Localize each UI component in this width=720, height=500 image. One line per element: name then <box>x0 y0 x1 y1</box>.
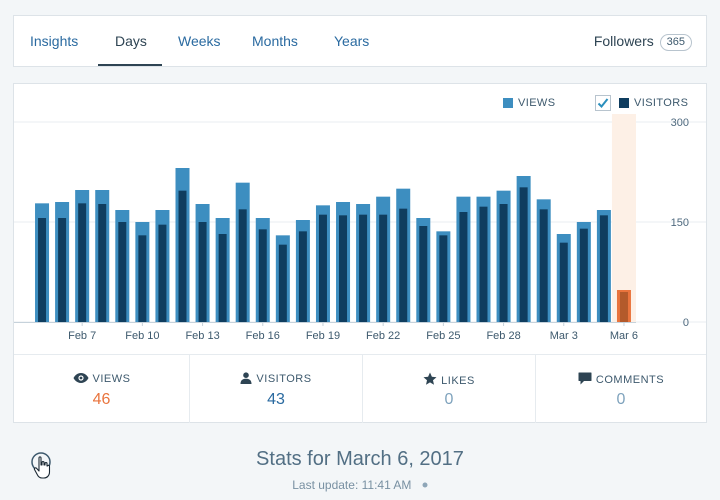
visitors-bar <box>479 206 488 322</box>
person-icon <box>240 372 252 384</box>
visitors-bar <box>339 215 348 322</box>
visitors-bar <box>318 214 327 322</box>
visitors-bar <box>559 242 568 322</box>
x-tick-label: Feb 22 <box>366 330 400 342</box>
visitors-bar <box>258 229 267 322</box>
stats-period-nav: Insights Days Weeks Months Years Followe… <box>13 15 707 67</box>
x-tick-label: Feb 19 <box>306 330 340 342</box>
visitors-bar <box>78 203 87 322</box>
followers-link[interactable]: Followers 365 <box>594 16 692 67</box>
tab-insights[interactable]: Insights <box>30 33 79 49</box>
visitors-bar <box>459 212 468 322</box>
y-tick-label: 0 <box>683 317 689 329</box>
comment-icon <box>578 372 592 385</box>
visitors-bar <box>178 190 187 322</box>
visitors-bar <box>98 204 107 322</box>
tab-months[interactable]: Months <box>252 33 298 49</box>
views-stat[interactable]: VIEWS 46 <box>14 354 189 423</box>
x-tick-label: Mar 6 <box>610 330 638 342</box>
visitors-bar <box>439 235 448 322</box>
x-tick-label: Mar 3 <box>550 330 578 342</box>
visitors-legend-label: VISITORS <box>634 97 689 109</box>
checkmark-icon <box>597 98 609 108</box>
x-tick-label: Feb 28 <box>486 330 520 342</box>
visitors-stat-value: 43 <box>267 391 285 408</box>
x-tick-label: Feb 10 <box>125 330 159 342</box>
likes-stat[interactable]: LIKES 0 <box>363 354 535 423</box>
x-tick-label: Feb 16 <box>246 330 280 342</box>
stat-divider <box>189 354 190 423</box>
x-tick-label: Feb 13 <box>185 330 219 342</box>
visitors-bar <box>198 222 207 322</box>
stat-divider <box>362 354 363 423</box>
x-tick-label: Feb 25 <box>426 330 460 342</box>
visitors-bar <box>158 224 167 322</box>
visitors-bar <box>399 208 408 322</box>
visitors-stat-label: VISITORS <box>256 373 312 385</box>
comments-stat-value: 0 <box>616 391 626 408</box>
visitors-bar <box>539 209 548 322</box>
visitors-bar <box>278 244 287 322</box>
page-title: Stats for March 6, 2017 <box>256 448 464 470</box>
views-visitors-bar-chart: 300 150 0 Feb 7 Feb 10 Feb 13 Feb 16 Feb 19 Feb … <box>14 114 706 342</box>
views-legend-label: VIEWS <box>518 97 556 109</box>
y-tick-label: 150 <box>671 217 689 229</box>
visitors-toggle-checkbox[interactable] <box>595 95 611 111</box>
likes-stat-value: 0 <box>444 391 454 408</box>
hand-pointer-cursor-icon <box>31 452 51 479</box>
visitors-bar <box>379 214 388 322</box>
visitors-bar <box>519 187 528 322</box>
visitors-bar <box>579 228 588 322</box>
visitors-bar <box>619 292 628 322</box>
visitors-bar <box>38 218 47 322</box>
followers-label: Followers <box>593 33 654 49</box>
likes-stat-label: LIKES <box>441 375 475 387</box>
visitors-bar <box>58 218 67 322</box>
status-dot-icon <box>422 482 428 488</box>
stat-divider <box>535 354 536 423</box>
star-icon <box>423 372 437 385</box>
tab-weeks[interactable]: Weeks <box>178 33 221 49</box>
visitors-stat[interactable]: VISITORS 43 <box>190 354 362 423</box>
tab-days[interactable]: Days <box>115 33 147 49</box>
visitors-bar <box>419 226 428 322</box>
comments-stat[interactable]: COMMENTS 0 <box>536 354 706 423</box>
views-stat-value: 46 <box>92 391 111 408</box>
y-tick-label: 300 <box>671 117 689 129</box>
visitors-bar <box>118 222 127 322</box>
visitors-bar <box>359 214 368 322</box>
comments-stat-label: COMMENTS <box>595 374 665 386</box>
tab-years[interactable]: Years <box>334 33 370 49</box>
views-legend-swatch <box>503 98 513 108</box>
visitors-bar <box>499 204 508 322</box>
visitors-legend-swatch <box>619 98 629 108</box>
visitors-bar <box>599 215 608 322</box>
followers-count-badge: 365 <box>659 34 692 51</box>
last-update-status: Last update: 11:41 AM <box>0 478 720 492</box>
selected-day-highlight <box>611 114 636 322</box>
visitors-bar <box>238 209 247 322</box>
visitors-bar <box>298 231 307 322</box>
visitors-bar <box>218 234 227 322</box>
views-stat-label: VIEWS <box>92 373 131 385</box>
visitors-bar <box>138 235 147 322</box>
active-tab-indicator <box>98 64 162 66</box>
eye-icon <box>73 373 89 383</box>
x-tick-label: Feb 7 <box>68 330 96 342</box>
stats-chart-panel: VIEWS VISITORS 300 150 0 Feb 7 Feb 10 Feb 13 F… <box>13 83 707 423</box>
last-update-text: Last update: 11:41 AM <box>292 478 412 492</box>
